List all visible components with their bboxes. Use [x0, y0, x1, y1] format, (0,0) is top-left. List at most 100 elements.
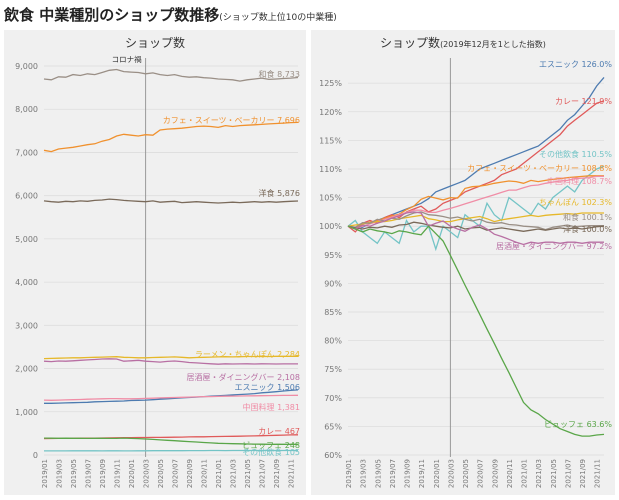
series-line-other	[347, 165, 605, 252]
series-label-izakaya: 居酒屋・ダイニングバー 97.2%	[496, 241, 612, 251]
y-tick-label: 65%	[324, 422, 342, 431]
series-line-izakaya	[43, 358, 298, 365]
y-tick-label: 95%	[324, 251, 342, 260]
y-tick-label: 85%	[324, 308, 342, 317]
x-tick-label: 2020/09	[491, 459, 499, 488]
series-label-washoku: 和食 8,733	[259, 69, 300, 79]
y-tick-label: 9,000	[15, 62, 38, 71]
series-label-other: その他飲食 110.5%	[539, 149, 612, 159]
series-line-cafe	[43, 121, 299, 153]
x-tick-label: 2020/11	[506, 459, 514, 488]
series-label-chuka: 中国料理 1,381	[243, 402, 300, 412]
series-line-ethnic	[44, 389, 299, 404]
y-tick-label: 120%	[319, 108, 342, 117]
x-tick-label: 2021/01	[521, 459, 529, 488]
page-title: 飲食 中業種別のショップ数推移(ショップ数上位10の中業種)	[4, 4, 337, 26]
y-tick-label: 4,000	[15, 278, 38, 287]
series-line-cafe	[347, 175, 604, 230]
series-line-buffet	[43, 437, 298, 445]
plot-area: 60% 65% 70% 75% 80% 85% 90% 95% 100% 105% 110% 115%…	[319, 58, 612, 488]
panel-background	[4, 30, 306, 495]
x-tick-label: 2020/05	[157, 459, 165, 488]
x-tick-label: 2019/03	[360, 459, 368, 488]
panel-title: ショップ数	[380, 35, 440, 50]
y-tick-label: 90%	[324, 279, 342, 288]
y-tick-label: 75%	[324, 365, 342, 374]
x-tick-label: 2019/11	[418, 459, 426, 488]
y-tick-label: 1,000	[15, 408, 38, 417]
y-tick-label: 80%	[324, 337, 342, 346]
x-tick-label: 2020/01	[433, 459, 441, 488]
series-label-ethnic: エスニック 126.0%	[539, 60, 612, 69]
panel-shop-count: ショップ数 0 1,000 2,000 3,000 4,000 5,000 6,000 7,0…	[4, 30, 306, 495]
x-tick-label: 2020/11	[201, 459, 209, 488]
x-tick-label: 2019/09	[404, 459, 412, 488]
y-tick-label: 110%	[319, 165, 342, 174]
x-tick-label: 2021/05	[550, 459, 558, 488]
x-tick-label: 2020/07	[172, 459, 180, 488]
title-sub: (ショップ数上位10の中業種)	[219, 13, 337, 23]
series-line-yoshoku	[43, 198, 299, 204]
x-tick-label: 2019/07	[85, 459, 93, 488]
x-tick-label: 2019/05	[70, 459, 78, 488]
y-tick-label: 5,000	[15, 235, 38, 244]
series-line-curry	[347, 100, 605, 233]
x-tick-label: 2021/11	[288, 459, 296, 488]
x-tick-label: 2021/01	[215, 459, 223, 488]
x-tick-label: 2021/11	[594, 459, 602, 488]
y-tick-label: 105%	[319, 194, 342, 203]
series-line-chuka	[43, 394, 299, 401]
series-label-yoshoku: 洋食 5,876	[259, 188, 300, 198]
x-tick-label: 2019/01	[41, 459, 49, 488]
series-line-chuka	[347, 175, 604, 230]
panel-title: ショップ数	[125, 35, 185, 50]
y-tick-label: 2,000	[15, 365, 38, 374]
y-tick-label: 3,000	[15, 321, 38, 330]
series-label-yoshoku: 洋食 100.0%	[563, 224, 612, 234]
series-line-ramen	[43, 355, 298, 360]
y-tick-label: 100%	[319, 222, 342, 231]
x-tick-label: 2020/01	[128, 459, 136, 488]
panel-shop-index: ショップ数(2019年12月を1とした指数) 60% 65% 70% 75% 80% 85…	[311, 30, 615, 495]
y-tick-label: 6,000	[15, 192, 38, 201]
x-tick-label: 2021/09	[579, 459, 587, 488]
series-line-ramen	[347, 212, 604, 227]
x-tick-label: 2019/07	[389, 459, 397, 488]
y-tick-label: 0	[33, 451, 38, 460]
y-tick-label: 8,000	[15, 105, 38, 114]
x-tick-label: 2020/09	[186, 459, 194, 488]
corona-annotation: コロナ禍	[112, 54, 142, 64]
series-label-ramen: ラーメン・ちゃんぽん 2,284	[195, 350, 300, 359]
x-tick-label: 2021/03	[535, 459, 543, 488]
series-label-buffet: ビュッフェ 248	[242, 441, 300, 450]
series-label-buffet: ビュッフェ 63.6%	[544, 420, 612, 429]
x-tick-label: 2019/03	[56, 459, 64, 488]
x-tick-label: 2021/07	[564, 459, 572, 488]
x-tick-label: 2021/03	[230, 459, 238, 488]
series-label-cafe: カフェ・スイーツ・ベーカリー 108.8%	[467, 164, 612, 173]
series-line-izakaya	[347, 211, 604, 246]
y-tick-label: 60%	[324, 451, 342, 460]
x-tick-label: 2021/05	[244, 459, 252, 488]
x-tick-label: 2019/11	[114, 459, 122, 488]
x-tick-label: 2019/09	[99, 459, 107, 488]
series-line-buffet	[347, 225, 605, 437]
series-label-other: その他飲食 105	[242, 447, 300, 457]
y-tick-label: 125%	[319, 79, 342, 88]
x-tick-label: 2021/07	[259, 459, 267, 488]
series-label-cafe: カフェ・スイーツ・ベーカリー 7,696	[163, 116, 300, 125]
series-label-curry: カレー 467	[258, 427, 300, 436]
series-label-washoku: 和食 100.1%	[563, 212, 612, 222]
series-label-ethnic: エスニック 1,506	[235, 383, 300, 392]
x-tick-label: 2019/05	[374, 459, 382, 488]
series-line-washoku	[43, 68, 299, 82]
y-tick-label: 115%	[319, 136, 342, 145]
series-label-ramen: ちゃんぽん 102.3%	[539, 198, 612, 207]
plot-area: 0 1,000 2,000 3,000 4,000 5,000 6,000 7,000 8,00…	[15, 54, 300, 488]
series-label-chuka: 中国料理 108.7%	[547, 176, 612, 186]
series-label-izakaya: 居酒屋・ダイニングバー 2,108	[187, 372, 300, 382]
x-tick-label: 2020/03	[447, 459, 455, 488]
y-tick-label: 7,000	[15, 148, 38, 157]
series-line-yoshoku	[347, 221, 605, 232]
